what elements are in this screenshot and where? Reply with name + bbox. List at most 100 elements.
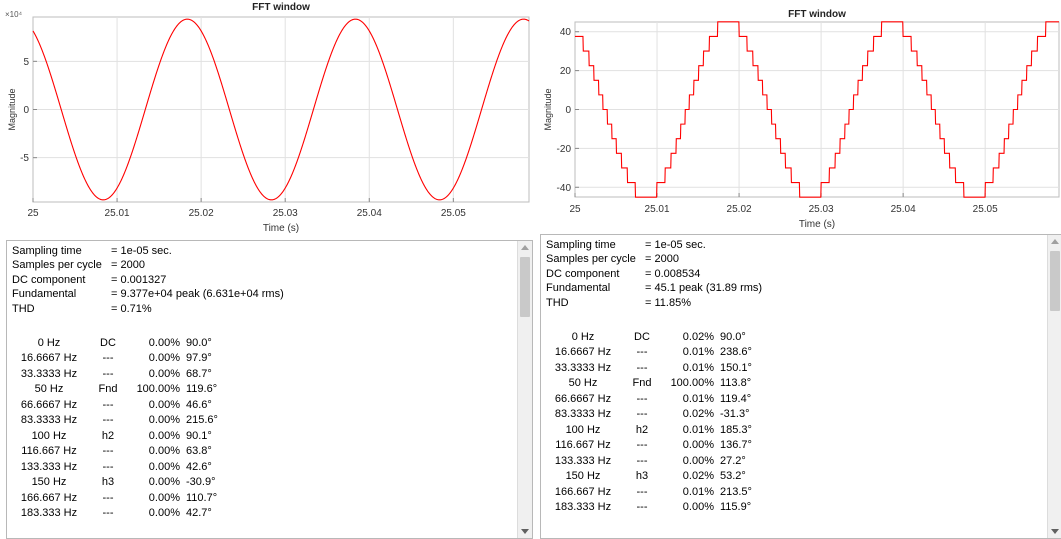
report-spacer (544, 310, 1046, 330)
harmonic-frequency: 183.333 Hz (554, 501, 612, 514)
fft-report-right: Sampling time = 1e-05 sec. Samples per cyc… (540, 234, 1061, 539)
harmonic-row: 116.667 Hz --- 0.00% 63.8° (10, 444, 516, 460)
harmonic-row: 66.6667 Hz --- 0.01% 119.4° (544, 392, 1046, 408)
harmonic-label: --- (102, 460, 114, 473)
report-header-value: = 45.1 peak (31.89 rms) (645, 282, 763, 295)
harmonic-frequency: 83.3333 Hz (20, 414, 78, 427)
harmonic-phase: -31.3° (720, 408, 750, 421)
harmonic-row: 83.3333 Hz --- 0.02% -31.3° (544, 407, 1046, 423)
x-tick-label: 25.02 (189, 208, 214, 219)
y-exponent-label: ×10⁴ (5, 10, 23, 19)
harmonic-phase: 238.6° (720, 346, 752, 359)
report-scrollbar[interactable] (1047, 235, 1061, 538)
harmonic-frequency: 166.667 Hz (20, 491, 78, 504)
x-tick-label: 25 (569, 204, 581, 215)
harmonic-frequency: 100 Hz (31, 429, 67, 442)
harmonic-label: DC (634, 330, 650, 343)
harmonic-frequency: 16.6667 Hz (20, 352, 78, 365)
report-header-row: Sampling time = 1e-05 sec. (544, 238, 1046, 252)
harmonic-row: 183.333 Hz --- 0.00% 42.7° (10, 506, 516, 522)
harmonic-phase: 185.3° (720, 423, 752, 436)
y-tick-label: 0 (565, 105, 571, 116)
harmonic-magnitude: 0.00% (148, 445, 180, 458)
harmonic-phase: -30.9° (186, 476, 216, 489)
harmonic-phase: 46.6° (186, 398, 212, 411)
harmonic-label: Fnd (632, 377, 652, 390)
series-line-0 (32, 18, 530, 201)
harmonic-label: --- (636, 408, 648, 421)
harmonic-row: 33.3333 Hz --- 0.01% 150.1° (544, 361, 1046, 377)
harmonic-frequency: 133.333 Hz (20, 460, 78, 473)
harmonic-frequency: 166.667 Hz (554, 485, 612, 498)
harmonic-phase: 150.1° (720, 361, 752, 374)
report-header-value: = 0.001327 (111, 273, 167, 286)
report-header-row: Samples per cycle = 2000 (544, 252, 1046, 266)
report-scrollbar[interactable] (517, 241, 532, 538)
x-axis-label: Time (s) (799, 219, 835, 230)
report-header-value: = 1e-05 sec. (111, 245, 172, 257)
harmonic-row: 166.667 Hz --- 0.00% 110.7° (10, 491, 516, 507)
report-header-value: = 0.71% (111, 302, 152, 315)
harmonic-row: 0 Hz DC 0.00% 90.0° (10, 336, 516, 352)
harmonic-magnitude: 0.01% (682, 361, 714, 374)
fft-chart-right: FFT window 25 25.01 25.02 25.03 25.04 25.05 40 2… (543, 9, 1060, 230)
fft-chart-left: FFT window ×10⁴ 25 25.01 25.02 25.03 25.04 25.0… (5, 2, 530, 234)
report-header-value: = 0.008534 (645, 267, 701, 280)
harmonic-row: 50 Hz Fnd 100.00% 113.8° (544, 376, 1046, 392)
report-header-value: = 2000 (645, 253, 679, 266)
scroll-up-arrow-icon[interactable] (521, 245, 529, 250)
report-header-label: DC component (546, 267, 620, 280)
harmonic-phase: 110.7° (186, 491, 218, 504)
scrollbar-thumb[interactable] (520, 257, 530, 317)
harmonic-label: --- (102, 491, 114, 504)
x-tick-label: 25.03 (809, 204, 834, 215)
harmonic-phase: 68.7° (186, 367, 212, 380)
report-header-label: Samples per cycle (546, 253, 636, 266)
chart-title: FFT window (252, 2, 310, 13)
harmonic-row: 150 Hz h3 0.02% 53.2° (544, 469, 1046, 485)
harmonic-label: --- (636, 454, 648, 467)
scrollbar-thumb[interactable] (1050, 251, 1060, 311)
harmonic-label: h3 (101, 476, 115, 489)
harmonic-magnitude: 0.00% (148, 398, 180, 411)
harmonic-frequency: 150 Hz (565, 470, 601, 483)
harmonic-row: 16.6667 Hz --- 0.01% 238.6° (544, 345, 1046, 361)
report-content: Sampling time = 1e-05 sec. Samples per cyc… (544, 238, 1046, 516)
report-header-label: Sampling time (12, 245, 82, 257)
harmonic-label: --- (102, 367, 114, 380)
harmonic-frequency: 33.3333 Hz (20, 367, 78, 380)
harmonic-magnitude: 0.00% (148, 507, 180, 520)
harmonic-label: h3 (635, 470, 649, 483)
report-header-row: DC component = 0.001327 (10, 273, 516, 287)
scroll-down-arrow-icon[interactable] (1051, 529, 1059, 534)
y-tick-label: 40 (560, 27, 572, 38)
harmonic-magnitude: 0.01% (682, 423, 714, 436)
report-header-value: = 9.377e+04 peak (6.631e+04 rms) (111, 288, 284, 301)
harmonic-frequency: 116.667 Hz (21, 445, 77, 458)
harmonic-row: 116.667 Hz --- 0.00% 136.7° (544, 438, 1046, 454)
harmonic-phase: 213.5° (720, 485, 752, 498)
y-tick-label: -40 (557, 183, 572, 194)
harmonic-label: DC (100, 336, 116, 349)
scroll-up-arrow-icon[interactable] (1051, 239, 1059, 244)
harmonic-magnitude: 0.00% (148, 429, 180, 442)
report-content: Sampling time = 1e-05 sec. Samples per cyc… (10, 244, 516, 522)
harmonic-row: 133.333 Hz --- 0.00% 42.6° (10, 460, 516, 476)
harmonic-frequency: 33.3333 Hz (554, 361, 612, 374)
harmonic-magnitude: 0.00% (148, 352, 180, 365)
harmonic-frequency: 83.3333 Hz (554, 408, 612, 421)
grid-lines (33, 17, 529, 202)
x-tick-label: 25.04 (357, 208, 382, 219)
scroll-down-arrow-icon[interactable] (521, 529, 529, 534)
harmonic-row: 166.667 Hz --- 0.01% 213.5° (544, 485, 1046, 501)
grid-lines (575, 22, 1059, 197)
report-header-row: Fundamental = 45.1 peak (31.89 rms) (544, 281, 1046, 295)
y-axis-label: Magnitude (543, 88, 553, 130)
report-spacer (10, 316, 516, 336)
harmonic-magnitude: 0.00% (148, 336, 180, 349)
harmonic-phase: 42.6° (186, 460, 212, 473)
harmonic-frequency: 0 Hz (37, 336, 61, 349)
harmonic-row: 66.6667 Hz --- 0.00% 46.6° (10, 398, 516, 414)
harmonic-magnitude: 0.00% (682, 439, 714, 452)
harmonic-magnitude: 0.01% (682, 485, 714, 498)
